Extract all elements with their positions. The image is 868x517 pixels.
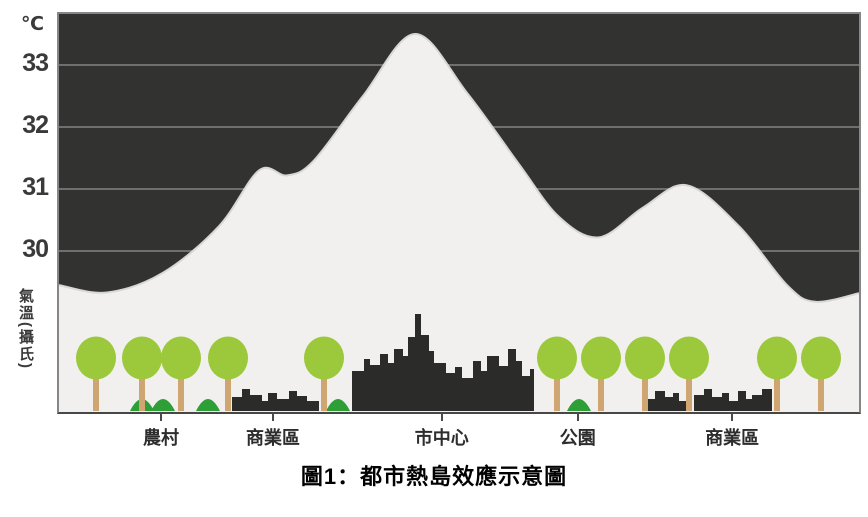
- bush-icon: [196, 399, 220, 411]
- x-axis-label: 商業區: [246, 428, 300, 448]
- x-axis-label: 市中心: [414, 428, 469, 448]
- y-tick-label: 31: [22, 173, 49, 201]
- tree-icon: [581, 336, 621, 380]
- tree-trunk: [642, 377, 648, 411]
- tree-trunk: [818, 377, 824, 411]
- x-tick-mark: [160, 412, 162, 421]
- x-tick-mark: [731, 412, 734, 421]
- y-tick-label: 32: [22, 111, 49, 139]
- chart-plot-area: [57, 12, 861, 414]
- x-tick-mark: [440, 412, 443, 421]
- building-silhouette-commercial-right-b: [694, 389, 772, 411]
- tree-trunk: [554, 377, 560, 411]
- building-silhouette-commercial-left: [232, 389, 319, 411]
- y-tick-label: 30: [22, 235, 49, 263]
- bush-icon: [151, 399, 175, 411]
- y-axis-title: 氣溫(攝氏): [17, 288, 34, 370]
- tree-trunk: [93, 377, 99, 411]
- tree-trunk: [139, 377, 145, 411]
- x-axis-label: 公園: [559, 428, 596, 448]
- tree-icon: [122, 336, 162, 380]
- tree-trunk: [321, 377, 327, 411]
- tree-icon: [76, 336, 116, 380]
- tree-icon: [625, 336, 665, 380]
- temperature-area: [59, 33, 859, 412]
- tree-icon: [161, 336, 201, 380]
- building-silhouette-city-center: [352, 314, 534, 411]
- bush-icon: [567, 399, 591, 411]
- tree-icon: [537, 336, 577, 380]
- bush-icon: [326, 399, 350, 411]
- tree-icon: [669, 336, 709, 380]
- x-tick-mark: [576, 412, 579, 421]
- temperature-curve: [59, 32, 859, 303]
- tree-trunk: [686, 377, 692, 411]
- tree-icon: [757, 336, 797, 380]
- tree-trunk: [598, 377, 604, 411]
- building-silhouette-commercial-right-a: [647, 391, 687, 411]
- x-axis-label: 農村: [143, 428, 179, 448]
- temperature-curve-canvas: [59, 14, 859, 412]
- x-tick-mark: [272, 412, 274, 421]
- y-tick-label: 33: [22, 49, 49, 77]
- tree-icon: [304, 336, 344, 380]
- figure-caption: 圖1：都市熱島效應示意圖: [300, 464, 568, 489]
- tree-trunk: [178, 377, 184, 411]
- tree-icon: [208, 336, 248, 380]
- x-axis-label: 商業區: [705, 428, 760, 448]
- tree-icon: [801, 336, 841, 380]
- tree-trunk: [225, 377, 231, 411]
- y-axis-unit: ℃: [20, 14, 44, 35]
- tree-trunk: [774, 377, 780, 411]
